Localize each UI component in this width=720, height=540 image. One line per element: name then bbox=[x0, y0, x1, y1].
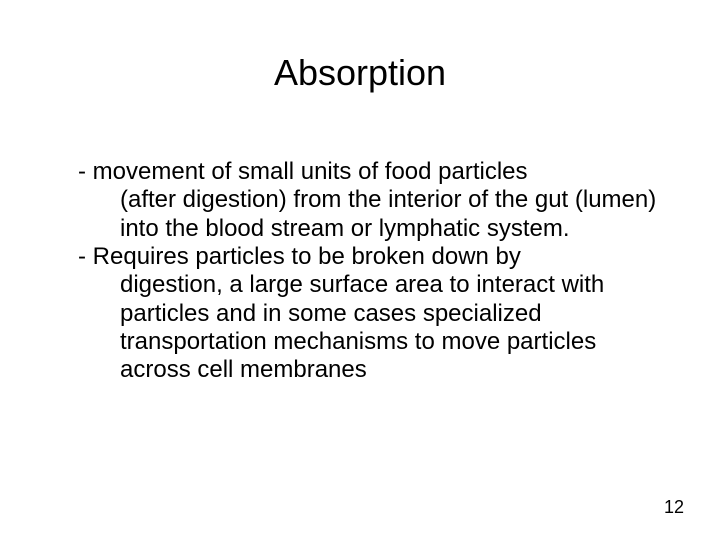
bullet-item: - movement of small units of food partic… bbox=[78, 158, 660, 243]
bullet-item: - Requires particles to be broken down b… bbox=[78, 243, 660, 385]
bullet-continuation: digestion, a large surface area to inter… bbox=[78, 271, 660, 384]
slide-title: Absorption bbox=[0, 52, 720, 94]
bullet-continuation: (after digestion) from the interior of t… bbox=[78, 186, 660, 243]
bullet-first-line: - Requires particles to be broken down b… bbox=[78, 243, 660, 271]
slide-body: - movement of small units of food partic… bbox=[78, 158, 660, 385]
slide: Absorption - movement of small units of … bbox=[0, 0, 720, 540]
bullet-first-line: - movement of small units of food partic… bbox=[78, 158, 660, 186]
page-number: 12 bbox=[664, 497, 684, 518]
